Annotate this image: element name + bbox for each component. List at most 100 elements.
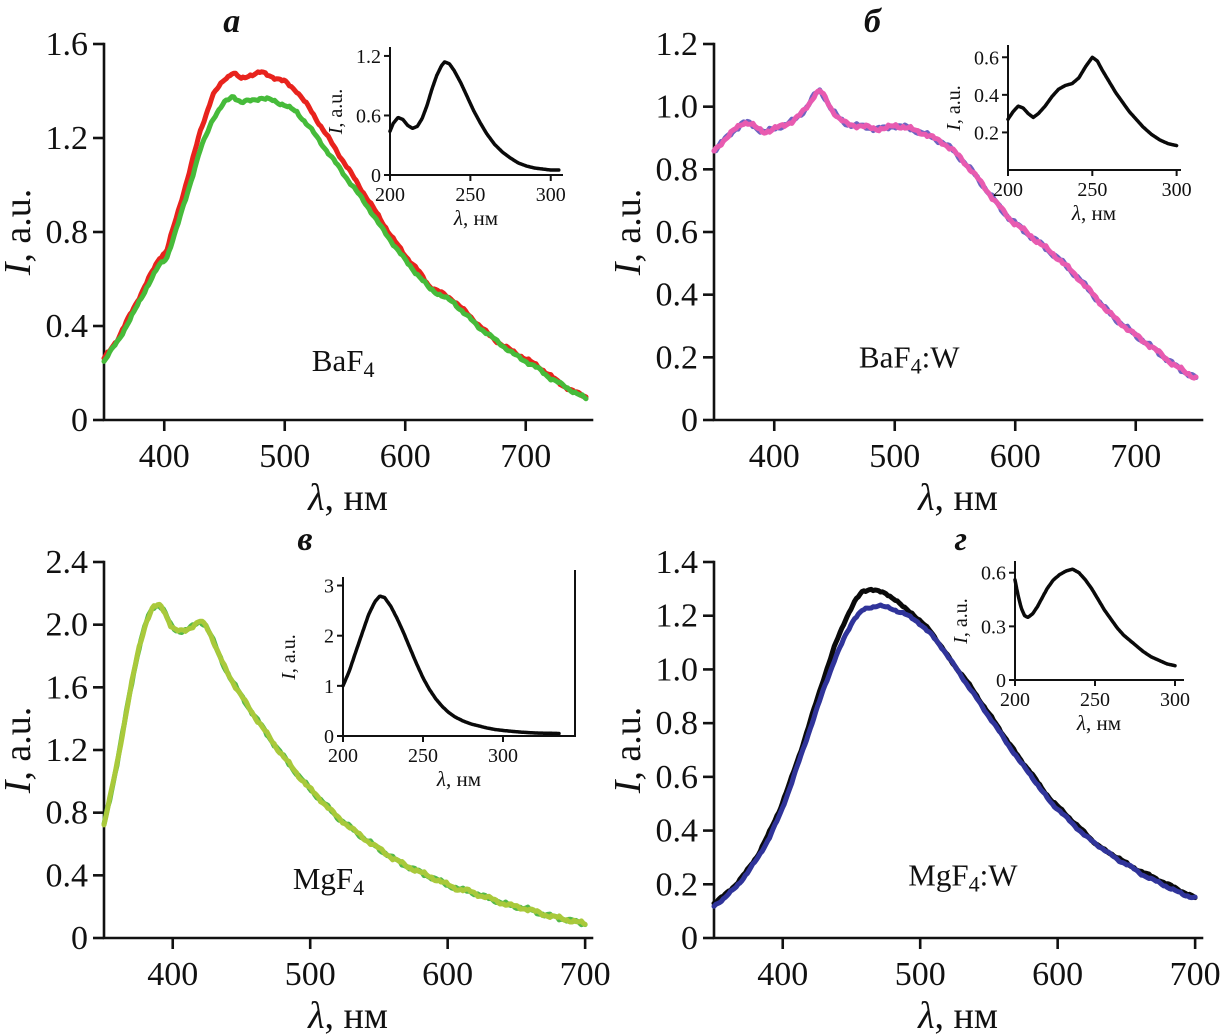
axes	[342, 577, 576, 737]
spectrum-curve-blue	[711, 602, 1198, 909]
y-tick-label: 0.4	[46, 857, 89, 894]
y-tick-label: 0.2	[656, 339, 699, 376]
x-tick-label: 600	[422, 956, 473, 993]
y-tick-label: 0	[681, 920, 698, 957]
y-tick-label: 1.2	[656, 26, 699, 63]
inset-x-tick-label: 200	[328, 745, 358, 767]
inset-x-tick-label: 200	[993, 179, 1023, 201]
y-tick-label: 1.6	[46, 669, 89, 706]
panel-g: 400 500 600 700 0 0.2 0.4 0.6 0.8 1.0 1.2 1.4 λ, нм I…	[610, 518, 1220, 1036]
y-tick-label: 0.4	[656, 277, 699, 314]
inset-spectrum-curve	[1013, 567, 1177, 668]
x-tick-label: 500	[869, 438, 920, 475]
inset-y-axis-label: I, a.u.	[943, 85, 965, 132]
x-tick-label: 700	[500, 438, 551, 475]
y-tick-label: 0.6	[656, 759, 699, 796]
y-tick-label: 2.4	[46, 544, 89, 581]
panel-title: б	[864, 3, 883, 40]
y-axis-label: I, a.u.	[0, 707, 39, 795]
inset-y-tick-label: 2	[324, 626, 334, 648]
inset-x-tick-label: 300	[1160, 689, 1190, 711]
inset-y-tick-label: 0.6	[974, 47, 999, 69]
inset-y-axis-label: I, a.u.	[278, 634, 300, 681]
y-tick-label: 0.2	[656, 866, 699, 903]
inset-x-tick-label: 300	[536, 184, 566, 206]
inset-spectrum-curve	[1006, 55, 1179, 148]
axes	[1014, 561, 1184, 681]
inset-y-tick-label: 0.2	[974, 122, 999, 144]
panel-a-chart: 400 500 600 700 0 0.4 0.8 1.2 1.6 λ, нм I, a.u. а Ba…	[0, 3, 594, 518]
x-tick-label: 500	[259, 438, 310, 475]
x-tick-label: 700	[1110, 438, 1161, 475]
y-tick-label: 0	[71, 920, 88, 957]
x-tick-label: 700	[560, 956, 610, 993]
y-tick-label: 1.0	[656, 651, 699, 688]
y-tick-label: 1.4	[656, 544, 699, 581]
y-tick-label: 0	[681, 402, 698, 439]
panel-v: 400 500 600 700 0 0.4 0.8 1.2 1.6 2.0 2.4 λ, нм I, a…	[0, 518, 610, 1036]
inset-y-tick-label: 0	[996, 670, 1006, 692]
inset-y-tick-label: 1.2	[356, 46, 381, 68]
inset-x-tick-label: 300	[1162, 179, 1192, 201]
x-tick-label: 400	[749, 438, 800, 475]
inset-y-tick-label: 3	[324, 576, 334, 598]
inset-x-tick-label: 200	[1000, 689, 1030, 711]
y-tick-label: 0.8	[656, 705, 699, 742]
x-axis-label: λ, нм	[917, 477, 998, 518]
spectrum-curve-green	[101, 94, 589, 402]
x-axis-label: λ, нм	[307, 477, 388, 518]
inset-x-axis-label: λ, нм	[1076, 711, 1121, 735]
y-tick-label: 2.0	[46, 607, 89, 644]
axes	[1007, 45, 1181, 171]
inset-spectrum-curve	[341, 594, 561, 736]
y-tick-label: 0.6	[656, 214, 699, 251]
x-tick-label: 600	[990, 438, 1041, 475]
y-tick-label: 0.8	[46, 795, 89, 832]
inset-y-axis-label: I, a.u.	[950, 598, 972, 645]
x-tick-label: 500	[895, 956, 946, 993]
sample-label: BaF4	[312, 343, 375, 382]
inset-y-tick-label: 0.4	[974, 85, 999, 107]
sample-label: MgF4	[293, 861, 364, 900]
y-tick-label: 0.4	[656, 813, 699, 850]
inset-y-tick-label: 0	[371, 165, 381, 187]
inset-y-tick-label: 0.3	[981, 616, 1006, 638]
y-tick-label: 1.2	[656, 598, 699, 635]
x-tick-label: 400	[757, 956, 808, 993]
inset-x-tick-label: 250	[408, 745, 438, 767]
y-tick-label: 0	[71, 402, 88, 439]
y-axis-label: I, a.u.	[610, 707, 649, 795]
y-tick-label: 0.4	[46, 308, 89, 345]
panel-g-chart: 400 500 600 700 0 0.2 0.4 0.6 0.8 1.0 1.2 1.4 λ, нм I…	[610, 521, 1220, 1036]
spectrum-curve-yellow-green	[101, 601, 588, 927]
sample-label: MgF4:W	[908, 857, 1018, 896]
panel-title: а	[223, 3, 240, 40]
inset-y-tick-label: 0.6	[356, 105, 381, 127]
panel-b-chart: 400 500 600 700 0 0.2 0.4 0.6 0.8 1.0 1.2 λ, нм I, a…	[610, 3, 1204, 518]
inset-y-tick-label: 0	[324, 726, 334, 748]
y-axis-label: I, a.u.	[0, 189, 39, 277]
panel-title: в	[297, 521, 312, 558]
x-tick-label: 600	[1032, 956, 1083, 993]
inset-x-tick-label: 300	[488, 745, 518, 767]
inset-x-axis-label: λ, нм	[1071, 201, 1116, 225]
y-tick-label: 1.6	[46, 26, 89, 63]
inset-x-axis-label: λ, нм	[453, 206, 498, 230]
sample-label: BaF4:W	[859, 339, 960, 378]
inset-spectrum-curve	[388, 60, 561, 172]
inset-y-axis-label: I, a.u.	[325, 89, 347, 136]
y-tick-label: 1.2	[46, 120, 89, 157]
panel-a: 400 500 600 700 0 0.4 0.8 1.2 1.6 λ, нм I, a.u. а Ba…	[0, 0, 610, 518]
x-axis-label: λ, нм	[307, 995, 388, 1036]
x-axis-label: λ, нм	[917, 995, 998, 1036]
y-tick-label: 0.8	[46, 214, 89, 251]
inset-y-tick-label: 1	[324, 676, 334, 698]
x-tick-label: 700	[1170, 956, 1220, 993]
inset-x-tick-label: 250	[455, 184, 485, 206]
y-tick-label: 1.0	[656, 89, 699, 126]
y-tick-label: 0.8	[656, 151, 699, 188]
panel-b: 400 500 600 700 0 0.2 0.4 0.6 0.8 1.0 1.2 λ, нм I, a…	[610, 0, 1220, 518]
spectrum-curve-pink	[711, 88, 1199, 381]
y-axis-label: I, a.u.	[610, 189, 649, 277]
